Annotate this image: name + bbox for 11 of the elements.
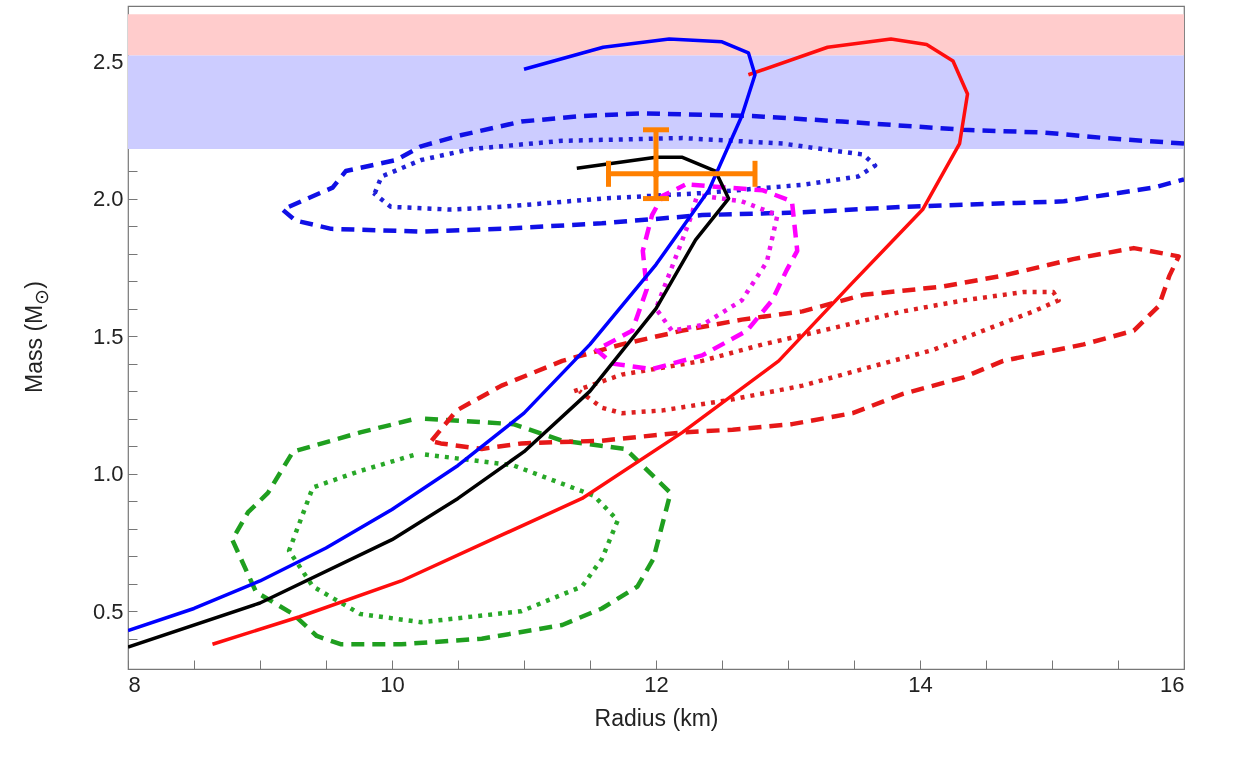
x-tick-label: 8 [128,671,141,697]
x-tick-label: 10 [380,671,405,697]
y-tick-label: 1.0 [92,461,124,487]
y-tick-label: 2.0 [92,186,124,212]
x-tick-label: 16 [1160,671,1185,697]
x-axis-title: Radius (km) [594,704,719,731]
y-tick-label: 1.5 [92,323,124,349]
y-tick-label: 0.5 [92,598,124,624]
y-tick-label: 2.5 [92,48,124,74]
x-tick-label: 12 [644,671,669,697]
x-tick-label: 14 [908,671,933,697]
